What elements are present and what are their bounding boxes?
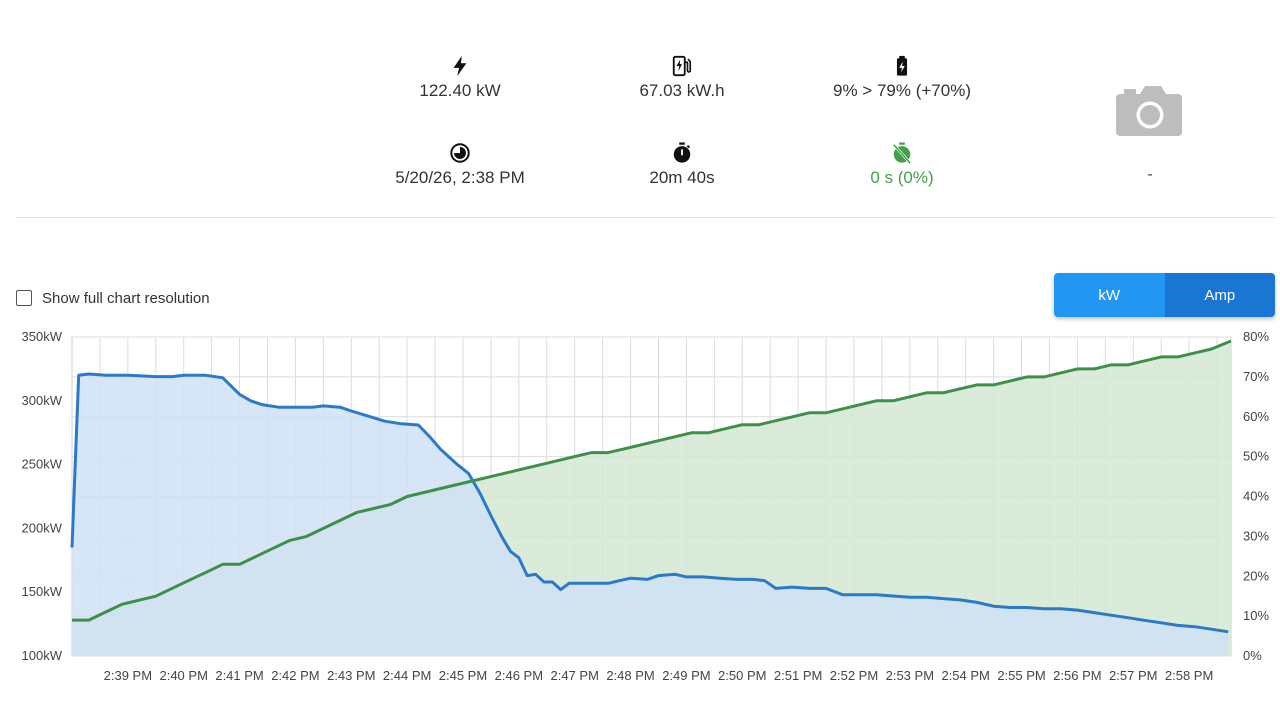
stat-start-time: 5/20/26, 2:38 PM [360, 142, 560, 188]
camera-caption: - [1147, 166, 1153, 183]
x-tick: 2:40 PM [159, 668, 207, 683]
x-tick: 2:48 PM [606, 668, 654, 683]
y-left-tick: 150kW [22, 584, 63, 599]
y-left-labels: 100kW 150kW 200kW 250kW 300kW 350kW [22, 329, 63, 663]
x-tick: 2:54 PM [941, 668, 989, 683]
amp-button[interactable]: Amp [1164, 273, 1275, 317]
full-resolution-checkbox[interactable] [16, 290, 32, 306]
y-left-tick: 200kW [22, 520, 63, 535]
full-resolution-toggle[interactable]: Show full chart resolution [16, 288, 210, 308]
y-left-tick: 100kW [22, 648, 63, 663]
charging-chart: 100kW 150kW 200kW 250kW 300kW 350kW 0% 10% 20% 3… [22, 329, 1270, 683]
timer-off-icon [892, 142, 912, 164]
stat-energy: 67.03 kW.h [582, 55, 782, 101]
chart-areas [72, 341, 1231, 656]
series-area-power [72, 374, 1229, 656]
x-tick: 2:53 PM [886, 668, 934, 683]
y-right-tick: 20% [1243, 568, 1269, 583]
x-tick: 2:44 PM [383, 668, 431, 683]
stat-start-time-value: 5/20/26, 2:38 PM [395, 168, 525, 187]
battery-charging-icon [896, 55, 908, 76]
stat-power: 122.40 kW [360, 55, 560, 101]
clock-pie-icon [450, 143, 470, 163]
y-right-tick: 30% [1243, 528, 1269, 543]
stopwatch-icon [673, 142, 691, 163]
x-axis-labels: 2:39 PM 2:40 PM 2:41 PM 2:42 PM 2:43 PM 2:44 … [104, 668, 1214, 683]
y-right-tick: 50% [1243, 449, 1269, 464]
full-resolution-label: Show full chart resolution [42, 289, 210, 307]
stat-soc: 9% > 79% (+70%) [802, 55, 1002, 101]
x-tick: 2:45 PM [439, 668, 487, 683]
chart-lines [70, 339, 1232, 634]
stat-power-value: 122.40 kW [419, 81, 501, 100]
x-tick: 2:39 PM [104, 668, 152, 683]
series-line-soc [72, 339, 1232, 622]
stat-soc-value: 9% > 79% (+70%) [833, 81, 971, 100]
y-right-tick: 70% [1243, 369, 1269, 384]
ev-charger-icon [672, 55, 692, 77]
stat-energy-value: 67.03 kW.h [639, 81, 725, 100]
x-tick: 2:56 PM [1053, 668, 1101, 683]
y-left-tick: 250kW [22, 457, 63, 472]
y-right-tick: 40% [1243, 489, 1269, 504]
x-tick: 2:50 PM [718, 668, 766, 683]
camera-icon[interactable] [1116, 86, 1182, 136]
y-left-tick: 350kW [22, 329, 63, 344]
x-tick: 2:58 PM [1165, 668, 1213, 683]
x-tick: 2:47 PM [550, 668, 598, 683]
section-divider [16, 217, 1276, 218]
series-line-power [70, 372, 1229, 634]
y-right-tick: 0% [1243, 648, 1262, 663]
x-tick: 2:41 PM [215, 668, 263, 683]
y-right-tick: 10% [1243, 608, 1269, 623]
x-tick: 2:55 PM [997, 668, 1045, 683]
y-right-tick: 80% [1243, 329, 1269, 344]
kw-button[interactable]: kW [1054, 273, 1165, 317]
lightning-bolt-icon [453, 55, 467, 77]
x-tick: 2:52 PM [830, 668, 878, 683]
stat-duration-value: 20m 40s [649, 168, 715, 187]
y-right-labels: 0% 10% 20% 30% 40% 50% 60% 70% 80% [1243, 329, 1269, 663]
x-tick: 2:43 PM [327, 668, 375, 683]
x-tick: 2:42 PM [271, 668, 319, 683]
y-right-tick: 60% [1243, 409, 1269, 424]
stat-idle-value: 0 s (0%) [870, 168, 934, 187]
x-tick: 2:46 PM [495, 668, 543, 683]
stat-duration: 20m 40s [582, 142, 782, 188]
stat-idle: 0 s (0%) [802, 142, 1002, 188]
x-tick: 2:49 PM [662, 668, 710, 683]
x-tick: 2:51 PM [774, 668, 822, 683]
y-left-tick: 300kW [22, 393, 63, 408]
x-tick: 2:57 PM [1109, 668, 1157, 683]
unit-toggle[interactable]: kW Amp [1054, 273, 1275, 317]
